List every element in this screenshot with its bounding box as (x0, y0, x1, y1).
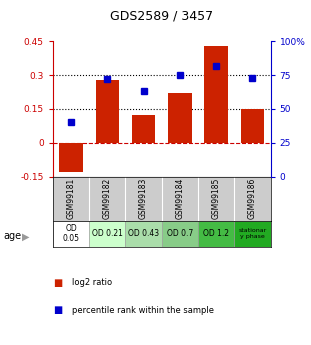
Bar (168, 93, 192, 143)
Bar (241, 109, 264, 143)
Text: log2 ratio: log2 ratio (72, 278, 112, 287)
Text: age: age (3, 231, 21, 241)
Text: GSM99181: GSM99181 (67, 178, 76, 219)
Text: ■: ■ (53, 306, 62, 315)
Bar (53, 221, 89, 247)
Text: GSM99184: GSM99184 (175, 178, 184, 219)
Bar (162, 221, 198, 247)
Text: GSM99183: GSM99183 (139, 178, 148, 219)
Bar (204, 46, 228, 143)
Text: ■: ■ (53, 278, 62, 288)
Text: OD
0.05: OD 0.05 (63, 224, 80, 243)
Bar (198, 221, 234, 247)
Text: GSM99185: GSM99185 (212, 178, 220, 219)
Text: GSM99186: GSM99186 (248, 178, 257, 219)
Text: OD 0.7: OD 0.7 (167, 229, 193, 238)
Bar (132, 115, 156, 143)
Text: OD 0.43: OD 0.43 (128, 229, 159, 238)
Text: OD 1.2: OD 1.2 (203, 229, 229, 238)
Text: percentile rank within the sample: percentile rank within the sample (72, 306, 214, 315)
Text: ▶: ▶ (22, 231, 29, 241)
Bar (234, 221, 271, 247)
Text: stationar
y phase: stationar y phase (238, 228, 267, 239)
Bar (89, 221, 125, 247)
Bar (95, 80, 119, 143)
Text: OD 0.21: OD 0.21 (92, 229, 123, 238)
Text: GSM99182: GSM99182 (103, 178, 112, 219)
Bar (59, 143, 83, 172)
Bar (125, 221, 162, 247)
Text: GDS2589 / 3457: GDS2589 / 3457 (110, 9, 213, 22)
